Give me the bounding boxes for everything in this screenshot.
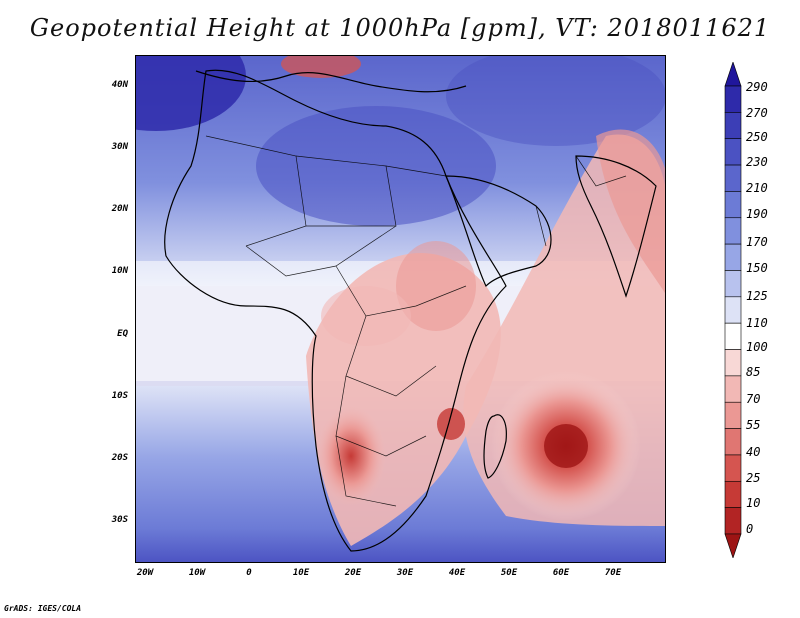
colorbar-label-270: 270 [746, 106, 768, 120]
colorbar-segment [724, 480, 742, 508]
colorbar-label-85: 85 [746, 365, 761, 379]
madagascar-coastline [483, 414, 507, 479]
latitude-label-10n: 10N [111, 266, 128, 276]
colorbar-segment [724, 164, 742, 192]
india-coastline [575, 155, 657, 298]
colorbar-label-0: 0 [746, 522, 754, 536]
latitude-label-eq: EQ [117, 329, 128, 339]
nw-high-core [136, 56, 246, 131]
latitude-label-40n: 40N [111, 80, 128, 90]
colorbar-label-190: 190 [746, 207, 768, 221]
colorbar-segment [724, 454, 742, 482]
colorbar-segment [724, 138, 742, 166]
colorbar-segment [724, 349, 742, 377]
colorbar-label-10: 10 [746, 496, 761, 510]
southern-africa-low [316, 406, 386, 506]
east-africa-low [396, 241, 476, 331]
colorbar-segments [724, 62, 742, 558]
colorbar-label-170: 170 [746, 235, 768, 249]
latitude-label-10s: 10S [111, 391, 128, 401]
colorbar-segment [724, 401, 742, 429]
arabian-sea-low [596, 129, 665, 293]
longitude-label-0: 0 [246, 568, 252, 578]
colorbar-label-230: 230 [746, 155, 768, 169]
longitude-label-20w: 20W [136, 568, 154, 578]
colorbar-segment [724, 243, 742, 271]
colorbar-segment [724, 428, 742, 456]
longitude-label-10e: 10E [292, 568, 310, 578]
latitude-label-30s: 30S [111, 515, 128, 525]
map-title: Geopotential Height at 1000hPa [gpm], VT… [29, 14, 771, 42]
mozambique-low [437, 408, 465, 440]
map-panel [135, 55, 666, 563]
colorbar-segment [724, 217, 742, 245]
colorbar-segment [724, 296, 742, 324]
colorbar [724, 62, 742, 558]
colorbar-label-210: 210 [746, 181, 768, 195]
longitude-label-40e: 40E [448, 568, 466, 578]
geopotential-field [136, 56, 665, 562]
colorbar-label-40: 40 [746, 445, 761, 459]
longitude-label-70e: 70E [604, 568, 622, 578]
colorbar-label-250: 250 [746, 130, 768, 144]
arabia-coastline [445, 175, 552, 288]
colorbar-label-150: 150 [746, 261, 768, 275]
colorbar-segment [724, 322, 742, 350]
country-borders [205, 135, 627, 507]
mediterranean-coastline [195, 70, 467, 93]
longitude-label-60e: 60E [552, 568, 570, 578]
colorbar-bottom-cap [724, 533, 742, 558]
colorbar-segment [724, 191, 742, 219]
cyclone-core [544, 424, 588, 468]
colorbar-label-100: 100 [746, 340, 768, 354]
mideast-high [446, 56, 665, 146]
colorbar-segment [724, 270, 742, 298]
colorbar-label-55: 55 [746, 418, 761, 432]
longitude-label-20e: 20E [344, 568, 362, 578]
sahara-high [256, 106, 496, 226]
longitude-label-30e: 30E [396, 568, 414, 578]
colorbar-label-25: 25 [746, 471, 761, 485]
colorbar-top-cap [724, 62, 742, 87]
colorbar-segment [724, 85, 742, 113]
latitude-label-20n: 20N [111, 204, 128, 214]
latitude-label-20s: 20S [111, 453, 128, 463]
colorbar-label-110: 110 [746, 316, 768, 330]
colorbar-segment [724, 112, 742, 140]
colorbar-segment [724, 375, 742, 403]
colorbar-segment [724, 507, 742, 535]
longitude-label-50e: 50E [500, 568, 518, 578]
africa-coastline [164, 69, 507, 552]
colorbar-label-125: 125 [746, 289, 768, 303]
latitude-label-30n: 30N [111, 142, 128, 152]
grads-credit: GrADS: IGES/COLA [4, 604, 82, 613]
longitude-label-10w: 10W [188, 568, 206, 578]
colorbar-label-290: 290 [746, 80, 768, 94]
coastlines [164, 69, 657, 552]
colorbar-label-70: 70 [746, 392, 761, 406]
